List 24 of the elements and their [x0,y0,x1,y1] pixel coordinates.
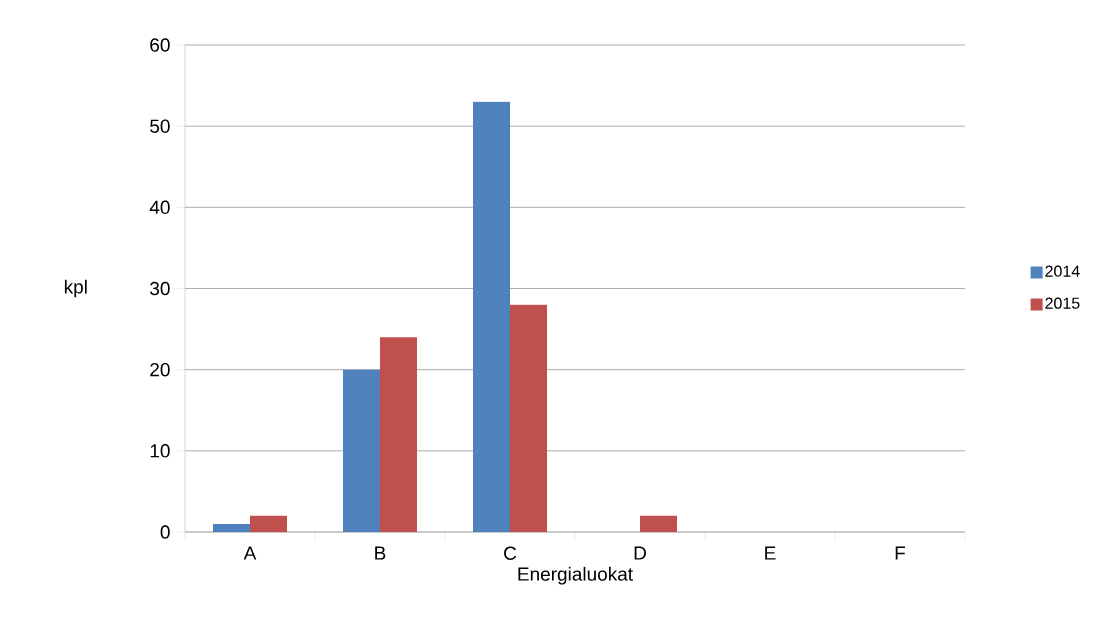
legend-label: 2014 [1045,265,1080,277]
y-tick-label: 30 [150,281,170,296]
y-tick-label: 60 [150,38,170,52]
y-tick-label: 20 [150,362,170,377]
bar [213,523,250,532]
bar [640,515,677,532]
x-tick-label: E [765,546,776,560]
bar [250,515,287,532]
y-tick-label: 10 [150,444,170,458]
bar [343,369,380,532]
x-tick-label: A [243,546,257,560]
x-tick-label: C [504,546,517,560]
y-tick-label: 50 [150,119,170,133]
bar [510,304,547,532]
y-axis-title: kpl [64,279,87,298]
bar [473,101,510,532]
y-tick-label: 40 [149,200,170,215]
x-tick-label: B [375,546,386,560]
x-tick-label: D [634,546,646,560]
y-tick-label: 0 [160,525,170,539]
x-tick-label: F [895,546,906,560]
bar [380,337,417,532]
x-axis-title: Energialuokat [518,566,633,585]
legend-label: 2015 [1045,297,1080,309]
